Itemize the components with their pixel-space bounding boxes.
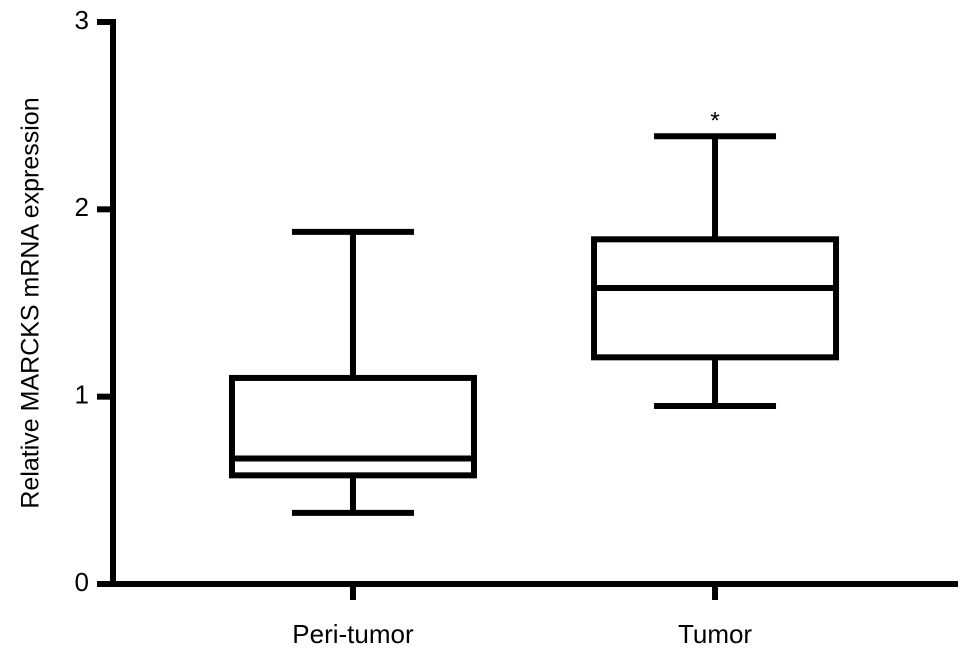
y-tick-label: 2: [75, 192, 89, 222]
x-tick-label: Tumor: [678, 619, 752, 649]
y-axis-label: Relative MARCKS mRNA expression: [17, 97, 45, 508]
box: [228, 374, 477, 479]
annotation: *: [710, 108, 719, 135]
y-tick-label: 1: [75, 380, 89, 410]
box: [591, 236, 840, 361]
y-tick-label: 0: [75, 567, 89, 597]
x-tick-label: Peri-tumor: [292, 619, 414, 649]
y-tick-label: 3: [75, 5, 89, 35]
